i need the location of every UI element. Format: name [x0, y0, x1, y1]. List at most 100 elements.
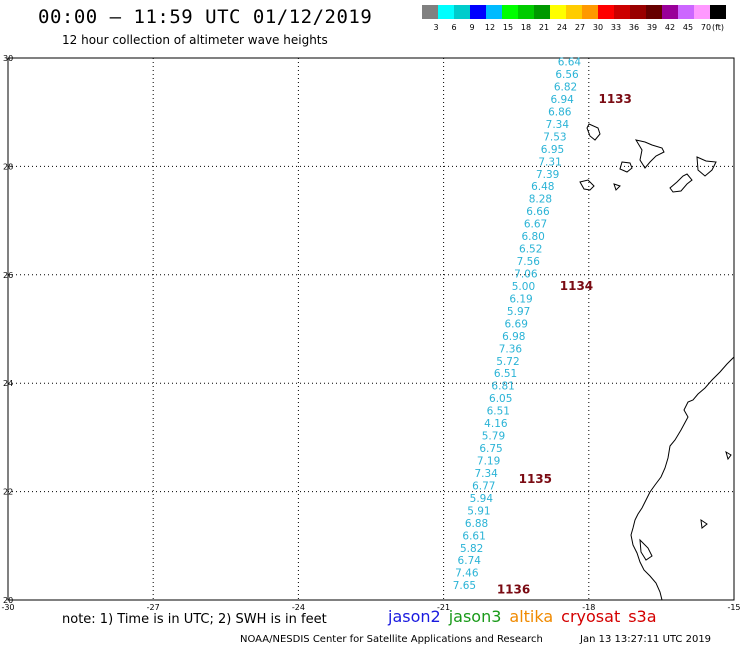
scale-label: 45 [682, 23, 694, 32]
lon-tick-label: -30 [1, 603, 14, 612]
orbit-labels: 1133 1134 1135 1136 [497, 92, 632, 597]
swh-value[interactable]: 7.46 [455, 568, 479, 580]
swh-value[interactable]: 5.82 [460, 543, 483, 555]
swh-value[interactable]: 6.51 [494, 368, 517, 380]
scale-label: 70 [700, 23, 712, 32]
lon-tick-label: -27 [147, 603, 160, 612]
map-frame [7, 57, 735, 601]
swh-value[interactable]: 7.06 [514, 269, 538, 281]
swh-value[interactable]: 5.00 [512, 281, 535, 293]
swh-value[interactable]: 6.95 [541, 144, 564, 156]
swh-value[interactable]: 7.31 [538, 156, 561, 168]
scale-swatch [598, 5, 614, 19]
swh-value[interactable]: 6.80 [521, 231, 544, 243]
swh-value[interactable]: 6.86 [548, 106, 572, 118]
scale-swatch [710, 5, 726, 19]
swh-value[interactable]: 7.39 [536, 169, 559, 181]
la-gomera-island [586, 123, 601, 141]
lat-tick-label: 22 [3, 488, 13, 497]
swh-value[interactable]: 5.79 [482, 431, 505, 443]
swh-value[interactable]: 5.97 [507, 306, 530, 318]
satellite-name: cryosat [561, 607, 621, 626]
scale-swatch [582, 5, 598, 19]
scale-label: 42 [664, 23, 676, 32]
scale-label: 21 [538, 23, 550, 32]
swh-value[interactable]: 6.74 [458, 555, 482, 567]
swh-value[interactable]: 6.88 [465, 518, 488, 530]
swh-value[interactable]: 6.52 [519, 244, 542, 256]
scale-swatch [534, 5, 550, 19]
swh-value[interactable]: 5.91 [467, 505, 490, 517]
scale-swatch [550, 5, 566, 19]
swh-value[interactable]: 7.56 [517, 256, 541, 268]
scale-unit: (ft) [711, 23, 725, 32]
lon-tick-label: -18 [582, 603, 595, 612]
lat-tick-label: 24 [3, 379, 13, 388]
scale-label: 33 [610, 23, 622, 32]
orbit-number-label: 1133 [598, 92, 631, 106]
satellite-name: s3a [628, 607, 657, 626]
scale-swatch [518, 5, 534, 19]
swh-value[interactable]: 6.69 [505, 318, 528, 330]
swh-value[interactable]: 6.77 [472, 480, 495, 492]
swh-value[interactable]: 6.75 [479, 443, 502, 455]
scale-label: 30 [592, 23, 604, 32]
scale-swatch [422, 5, 438, 19]
map-grid [8, 58, 734, 600]
swh-value[interactable]: 6.48 [531, 181, 554, 193]
scale-swatch [678, 5, 694, 19]
swh-value[interactable]: 5.72 [496, 356, 519, 368]
scale-swatch [630, 5, 646, 19]
swh-value[interactable]: 6.67 [524, 219, 547, 231]
fuerteventura-island [669, 173, 693, 193]
swh-value[interactable]: 7.34 [546, 119, 570, 131]
map-axes: -30 -27 -24 -21 -18 -15 30 28 26 24 22 20 [1, 54, 740, 612]
scale-swatch [694, 5, 710, 19]
swh-value[interactable]: 7.65 [453, 580, 476, 592]
scale-swatch [646, 5, 662, 19]
african-coastline [630, 356, 735, 601]
gran-canaria-island [634, 139, 665, 169]
scale-label: 27 [574, 23, 586, 32]
swh-value[interactable]: 7.36 [499, 343, 523, 355]
swh-value[interactable]: 7.53 [543, 131, 566, 143]
lat-tick-label: 28 [3, 162, 13, 171]
swh-value[interactable]: 4.16 [484, 418, 508, 430]
swh-value[interactable]: 6.94 [550, 94, 574, 106]
lon-tick-label: -15 [727, 603, 740, 612]
lanzarote-island [696, 156, 717, 177]
swh-value[interactable]: 6.98 [502, 331, 525, 343]
swh-value[interactable]: 6.64 [558, 57, 582, 69]
lon-tick-label: -24 [292, 603, 305, 612]
satellite-name: jason2 [388, 607, 441, 626]
african-coast-inlet [639, 538, 653, 561]
coast-islet [725, 450, 732, 461]
scale-label: 36 [628, 23, 640, 32]
wave-height-readings: 6.646.566.826.946.867.347.536.957.317.39… [453, 57, 582, 593]
scale-label: 3 [433, 23, 439, 32]
swh-value[interactable]: 6.66 [526, 206, 550, 218]
swh-value[interactable]: 6.05 [489, 393, 512, 405]
swh-value[interactable]: 6.56 [555, 69, 579, 81]
cape-blanc-islet [700, 518, 708, 529]
scale-swatch [454, 5, 470, 19]
swh-value[interactable]: 7.34 [474, 468, 498, 480]
scale-swatch [486, 5, 502, 19]
el-hierro-island [613, 183, 621, 191]
tenerife-island [619, 161, 633, 173]
orbit-number-label: 1134 [560, 279, 593, 293]
swh-value[interactable]: 7.19 [477, 456, 500, 468]
swh-value[interactable]: 6.19 [509, 293, 532, 305]
scale-swatch [614, 5, 630, 19]
swh-value[interactable]: 6.81 [491, 381, 514, 393]
lon-tick-label: -21 [437, 603, 450, 612]
satellite-legend: jason2 jason3 altika cryosat s3a [388, 607, 665, 626]
swh-value[interactable]: 6.82 [554, 82, 577, 94]
swh-value[interactable]: 5.94 [470, 493, 494, 505]
swh-value[interactable]: 6.61 [462, 530, 485, 542]
lat-tick-label: 30 [3, 54, 13, 63]
orbit-number-label: 1136 [497, 582, 530, 596]
swh-value[interactable]: 6.51 [487, 406, 510, 418]
swh-value[interactable]: 8.28 [529, 194, 552, 206]
